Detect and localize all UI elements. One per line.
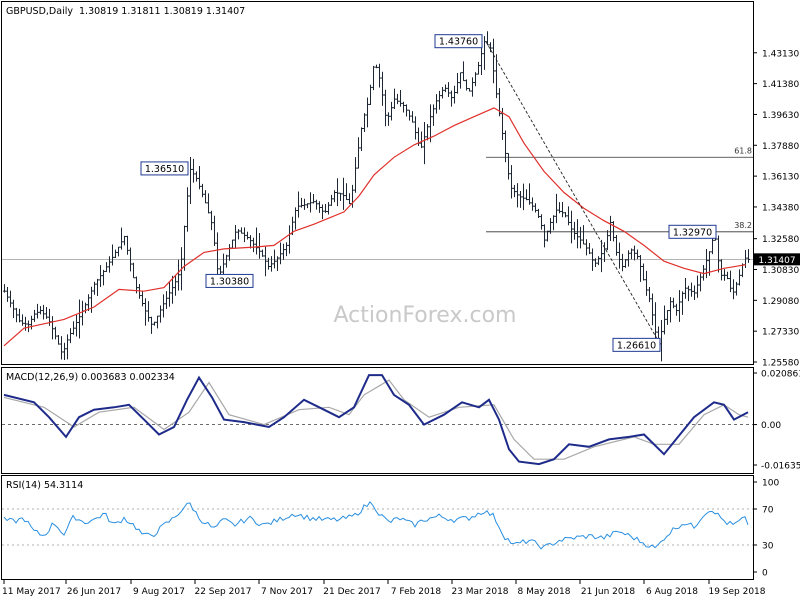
annotation-box <box>205 273 254 288</box>
price-tick-label: 1.37880 <box>762 142 799 152</box>
fib-level-label: 61.8 <box>734 146 752 155</box>
macd-signal-line <box>3 379 749 460</box>
moving-average <box>3 107 747 347</box>
price-tick-label: 1.32580 <box>762 235 799 245</box>
date-tick-label: 21 Jun 2018 <box>581 587 635 597</box>
price-tick-label: 1.25580 <box>762 359 799 369</box>
date-tick-label: 6 Aug 2018 <box>646 587 698 597</box>
candles <box>3 31 750 362</box>
price-annotation: 1.32970 <box>668 224 717 239</box>
rsi-tick-label: 0 <box>762 569 768 579</box>
price-annotation: 1.43760 <box>434 34 483 49</box>
date-tick-label: 11 May 2017 <box>2 587 61 597</box>
fibonacci-levels: 61.8 38.2 <box>2 146 753 260</box>
price-tick-label: 1.39630 <box>762 111 799 121</box>
last-price-value: 1.31407 <box>758 256 795 266</box>
annotation-label: 1.43760 <box>439 37 478 48</box>
rsi-polyline <box>3 500 749 550</box>
date-axis: 11 May 2017 26 Jun 2017 9 Aug 2017 22 Sep 2… <box>2 579 766 597</box>
price-tick-label: 1.27330 <box>762 328 799 338</box>
date-tick-label: 8 May 2018 <box>518 587 571 597</box>
watermark: ActionForex.com <box>334 303 517 328</box>
trend-line <box>485 41 661 345</box>
date-tick-label: 21 Dec 2017 <box>323 587 381 597</box>
macd-tick-label: -0.016357 <box>761 462 800 472</box>
annotation-box <box>434 34 483 49</box>
rsi-tick-label: 70 <box>762 506 774 516</box>
price-annotations: 1.43760 1.36510 1.30380 1.32970 1.26610 <box>140 34 717 352</box>
date-tick-label: 7 Feb 2018 <box>391 587 442 597</box>
macd-lines <box>3 374 749 466</box>
moving-average-line <box>3 107 747 347</box>
price-tick-label: 1.36130 <box>762 173 799 183</box>
date-tick-label: 22 Sep 2017 <box>194 587 251 597</box>
annotation-box <box>668 224 717 239</box>
macd-main-line <box>3 374 749 466</box>
price-tick-label: 1.41380 <box>762 80 799 90</box>
date-tick-label: 9 Aug 2017 <box>133 587 185 597</box>
annotation-box <box>612 337 661 352</box>
rsi-axis: 100 70 30 0 <box>2 479 779 579</box>
annotation-box <box>140 161 189 176</box>
date-tick-label: 19 Sep 2018 <box>708 587 765 597</box>
annotation-label: 1.30380 <box>210 276 249 287</box>
price-tick-label: 1.43130 <box>762 49 799 59</box>
fib-level-label: 38.2 <box>734 221 752 230</box>
price-axis: 1.43130 1.41380 1.39630 1.37880 1.36130 1.343… <box>753 49 799 369</box>
macd-axis: 0.020861 0.00 -0.016357 <box>2 370 800 472</box>
price-annotation: 1.26610 <box>612 337 661 352</box>
date-tick-label: 23 Mar 2018 <box>451 587 508 597</box>
price-annotation: 1.30380 <box>205 273 254 288</box>
annotation-label: 1.32970 <box>673 227 712 238</box>
rsi-title: RSI(14) 54.3114 <box>6 480 83 491</box>
price-annotation: 1.36510 <box>140 161 189 176</box>
macd-title: MACD(12,26,9) 0.003683 0.002334 <box>6 372 175 383</box>
price-tick-label: 1.30830 <box>762 266 799 276</box>
rsi-panel-frame <box>1 475 754 580</box>
date-tick-label: 7 Nov 2017 <box>261 587 313 597</box>
rsi-line <box>3 500 749 550</box>
price-tick-label: 1.34380 <box>762 203 799 213</box>
trend-line-dashed <box>485 41 661 345</box>
rsi-tick-label: 30 <box>762 542 774 552</box>
macd-tick-label: 0.00 <box>761 421 781 431</box>
date-tick-label: 26 Jun 2017 <box>67 587 121 597</box>
annotation-label: 1.26610 <box>617 340 656 351</box>
last-price-tag <box>754 253 800 266</box>
rsi-tick-label: 100 <box>762 479 779 489</box>
symbol-title: GBPUSD,Daily 1.30819 1.31811 1.30819 1.3… <box>6 6 245 17</box>
price-tick-label: 1.29080 <box>762 297 799 307</box>
macd-panel-frame <box>1 367 754 474</box>
last-price: 1.31407 <box>754 253 800 266</box>
macd-tick-label: 0.020861 <box>761 370 800 380</box>
price-panel-frame <box>1 1 754 365</box>
annotation-label: 1.36510 <box>145 164 184 175</box>
